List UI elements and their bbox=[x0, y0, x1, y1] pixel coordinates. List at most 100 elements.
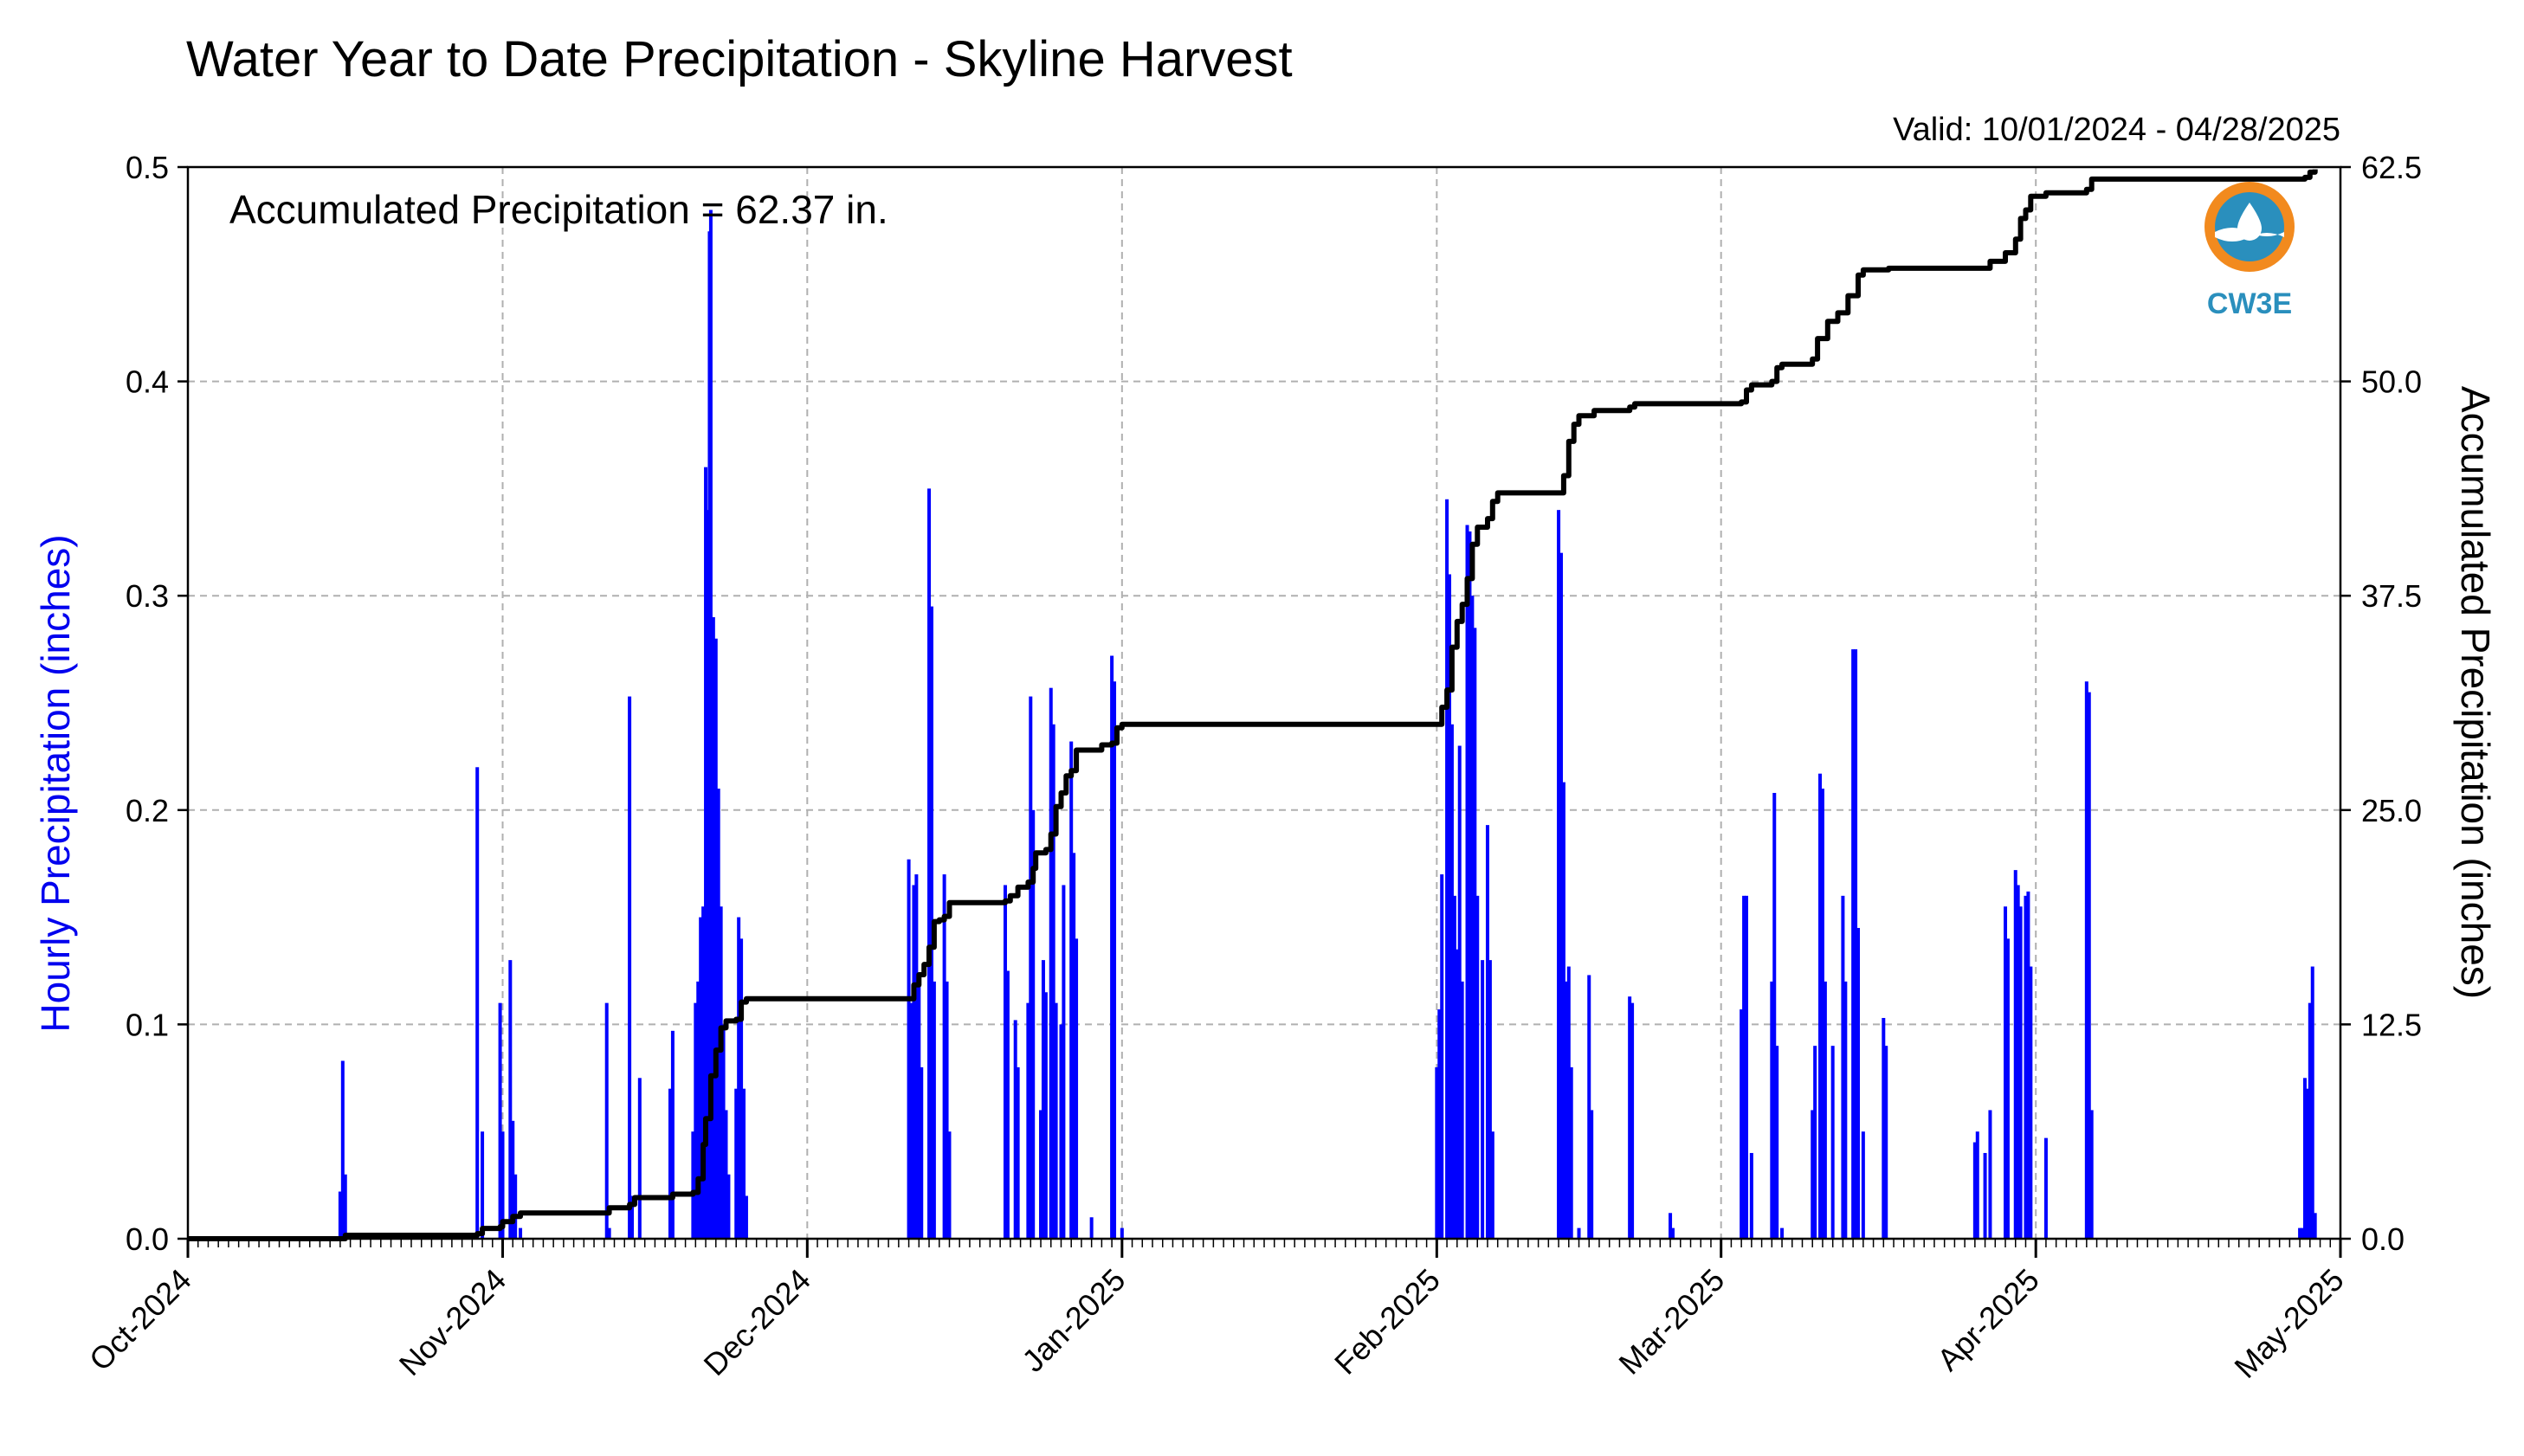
hourly-precip-bar bbox=[1564, 981, 1568, 1239]
hourly-precip-bar bbox=[1049, 687, 1053, 1239]
hourly-precip-bar bbox=[1449, 724, 1454, 1239]
hourly-precip-bar bbox=[340, 1060, 345, 1239]
hourly-precip-bar bbox=[513, 1174, 518, 1239]
hourly-precip-bar bbox=[914, 874, 919, 1239]
x-tick-label: Jan-2025 bbox=[1015, 1262, 1132, 1379]
hourly-precip-bar bbox=[1745, 895, 1749, 1239]
hourly-precip-bar bbox=[338, 1191, 342, 1239]
hourly-precip-bar bbox=[917, 981, 921, 1239]
hourly-precip-bar bbox=[1016, 1066, 1020, 1239]
hourly-precip-bar bbox=[1448, 574, 1452, 1239]
hourly-precip-bar bbox=[742, 1088, 746, 1239]
x-tick-label: Dec-2024 bbox=[697, 1262, 817, 1382]
hourly-precip-bar bbox=[1823, 981, 1827, 1239]
hourly-precip-bar bbox=[1566, 966, 1571, 1239]
hourly-precip-bar bbox=[1587, 975, 1591, 1239]
x-tick-label: May-2025 bbox=[2227, 1262, 2350, 1385]
hourly-precip-bar bbox=[607, 1227, 611, 1239]
hourly-precip-bar bbox=[1473, 628, 1477, 1239]
left-axis-label: Hourly Precipitation (inches) bbox=[33, 534, 78, 1032]
x-tick-label: Feb-2025 bbox=[1327, 1262, 1447, 1382]
hourly-precip-bar bbox=[708, 209, 713, 1239]
hourly-precip-bar bbox=[909, 1002, 913, 1239]
hourly-precip-bar bbox=[1972, 1142, 1977, 1239]
hourly-precip-bar bbox=[1455, 949, 1459, 1239]
hourly-precip-bar bbox=[2308, 1002, 2312, 1239]
hourly-precip-bar bbox=[1062, 885, 1066, 1239]
hourly-precip-bar bbox=[1051, 724, 1055, 1239]
hourly-precip-bar bbox=[1577, 1227, 1581, 1239]
hourly-precip-bar bbox=[511, 1120, 515, 1239]
hourly-precip-bar bbox=[1440, 874, 1444, 1239]
hourly-precip-bar bbox=[1820, 789, 1824, 1239]
hourly-precip-bar bbox=[1811, 1110, 1815, 1239]
hourly-precip-bar bbox=[737, 917, 741, 1239]
hourly-precip-bar bbox=[1742, 895, 1746, 1239]
right-tick-label: 62.5 bbox=[2361, 150, 2422, 185]
hourly-precip-bar bbox=[704, 467, 708, 1239]
hourly-precip-bar bbox=[1031, 809, 1036, 1239]
hourly-precip-bar bbox=[1043, 992, 1048, 1239]
hourly-precip-bar bbox=[1813, 1046, 1817, 1239]
axes: 0.0 0.1 0.2 0.3 0.4 0.5 0.0 12.5 25.0 37.5 50.0 62.… bbox=[82, 150, 2422, 1385]
hourly-precip-bar bbox=[1026, 1002, 1030, 1239]
hourly-precip-bar bbox=[1856, 927, 1860, 1239]
hourly-precip-bar bbox=[2302, 1078, 2307, 1239]
hourly-precip-bar bbox=[1452, 895, 1456, 1239]
hourly-precip-bar bbox=[1775, 1046, 1779, 1239]
hourly-precip-bar bbox=[1069, 741, 1074, 1239]
hourly-precip-bar bbox=[1818, 773, 1823, 1239]
logo-text: CW3E bbox=[2207, 287, 2292, 320]
water-drop-icon bbox=[2237, 203, 2262, 241]
hourly-precip-bar bbox=[1029, 696, 1033, 1239]
hourly-precip-bar bbox=[1490, 1131, 1494, 1239]
right-tick-label: 50.0 bbox=[2361, 364, 2422, 400]
hourly-precip-bar bbox=[1841, 895, 1845, 1239]
hourly-precip-bar bbox=[630, 1195, 635, 1239]
hourly-precip-bar bbox=[2043, 1137, 2048, 1239]
hourly-precip-bar bbox=[1772, 792, 1777, 1239]
hourly-precip-bar bbox=[1557, 510, 1561, 1239]
hourly-precip-bar bbox=[1628, 996, 1632, 1239]
hourly-precip-bar bbox=[1851, 649, 1856, 1239]
hourly-precip-bar bbox=[508, 960, 513, 1239]
hourly-precip-bar bbox=[1569, 1066, 1573, 1239]
right-tick-label: 37.5 bbox=[2361, 578, 2422, 614]
hourly-precip-bar bbox=[2005, 938, 2010, 1239]
left-tick-label: 0.3 bbox=[126, 578, 169, 614]
hourly-precip-bar bbox=[1559, 552, 1563, 1239]
accumulated-precip-line bbox=[188, 169, 2318, 1241]
valid-date-range: Valid: 10/01/2024 - 04/28/2025 bbox=[1893, 112, 2340, 148]
hourly-precip-bar bbox=[1470, 596, 1475, 1239]
hourly-precip-bar bbox=[637, 1078, 642, 1239]
left-tick-label: 0.5 bbox=[126, 150, 169, 185]
hourly-precip-bar bbox=[2305, 1088, 2309, 1239]
hourly-precip-bar bbox=[716, 789, 720, 1239]
hourly-precip-bar bbox=[699, 917, 703, 1239]
hourly-precip-bar bbox=[1120, 1227, 1124, 1239]
hourly-precip-bar bbox=[1590, 1110, 1594, 1239]
hourly-precip-bar bbox=[2029, 966, 2033, 1239]
hourly-precip-bar bbox=[1468, 531, 1472, 1239]
hourly-precip-bar bbox=[2310, 966, 2314, 1239]
hourly-precip-bar bbox=[947, 1131, 952, 1239]
hourly-precip-bar bbox=[1110, 655, 1114, 1239]
hourly-precip-bar bbox=[519, 1227, 523, 1239]
hourly-precip-bar bbox=[1437, 1009, 1442, 1239]
hourly-precip-bar bbox=[1770, 981, 1774, 1239]
hourly-precip-bar bbox=[1075, 938, 1079, 1239]
hourly-precip-bar bbox=[721, 1024, 726, 1239]
hourly-precip-bar bbox=[1089, 1217, 1094, 1239]
accumulated-total-annotation: Accumulated Precipitation = 62.37 in. bbox=[229, 187, 888, 232]
cw3e-logo: CW3E bbox=[2204, 182, 2295, 320]
hourly-precip-bar bbox=[2087, 692, 2091, 1239]
hourly-precip-bar bbox=[912, 885, 916, 1239]
hourly-precip-bar bbox=[1475, 895, 1480, 1239]
hourly-precip-bar bbox=[724, 1110, 728, 1239]
hourly-precip-bar bbox=[2004, 906, 2008, 1239]
hourly-precip-bar bbox=[1003, 885, 1007, 1239]
right-tick-label: 0.0 bbox=[2361, 1221, 2405, 1257]
hourly-precip-bar bbox=[1780, 1227, 1785, 1239]
hourly-precip-bar bbox=[1975, 1131, 1979, 1239]
hourly-precip-bar bbox=[481, 1131, 485, 1239]
